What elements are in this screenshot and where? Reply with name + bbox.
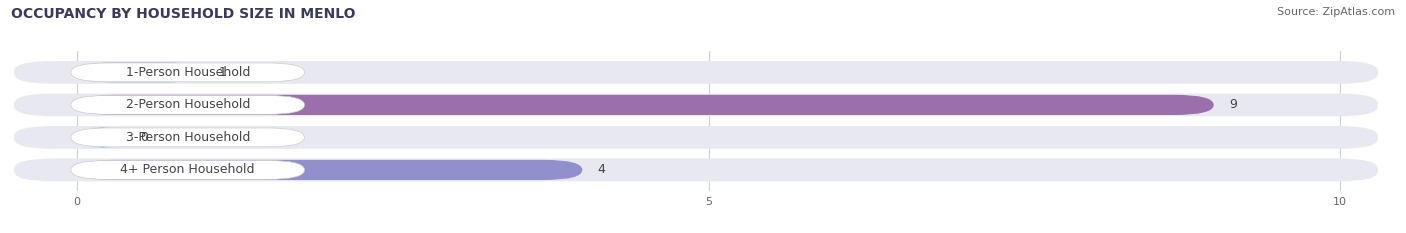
Text: 3-Person Household: 3-Person Household	[125, 131, 250, 144]
FancyBboxPatch shape	[77, 127, 128, 147]
Text: Source: ZipAtlas.com: Source: ZipAtlas.com	[1277, 7, 1395, 17]
FancyBboxPatch shape	[77, 95, 1213, 115]
FancyBboxPatch shape	[70, 96, 305, 114]
FancyBboxPatch shape	[77, 62, 204, 82]
Text: 1: 1	[219, 66, 226, 79]
FancyBboxPatch shape	[14, 126, 1378, 149]
FancyBboxPatch shape	[14, 158, 1378, 181]
Text: 4+ Person Household: 4+ Person Household	[121, 163, 254, 176]
Text: 1-Person Household: 1-Person Household	[125, 66, 250, 79]
Text: OCCUPANCY BY HOUSEHOLD SIZE IN MENLO: OCCUPANCY BY HOUSEHOLD SIZE IN MENLO	[11, 7, 356, 21]
FancyBboxPatch shape	[14, 93, 1378, 116]
Text: 4: 4	[598, 163, 606, 176]
FancyBboxPatch shape	[70, 63, 305, 82]
FancyBboxPatch shape	[70, 161, 305, 179]
FancyBboxPatch shape	[77, 160, 582, 180]
FancyBboxPatch shape	[70, 128, 305, 147]
Text: 2-Person Household: 2-Person Household	[125, 98, 250, 111]
Text: 0: 0	[141, 131, 149, 144]
FancyBboxPatch shape	[14, 61, 1378, 84]
Text: 9: 9	[1229, 98, 1237, 111]
